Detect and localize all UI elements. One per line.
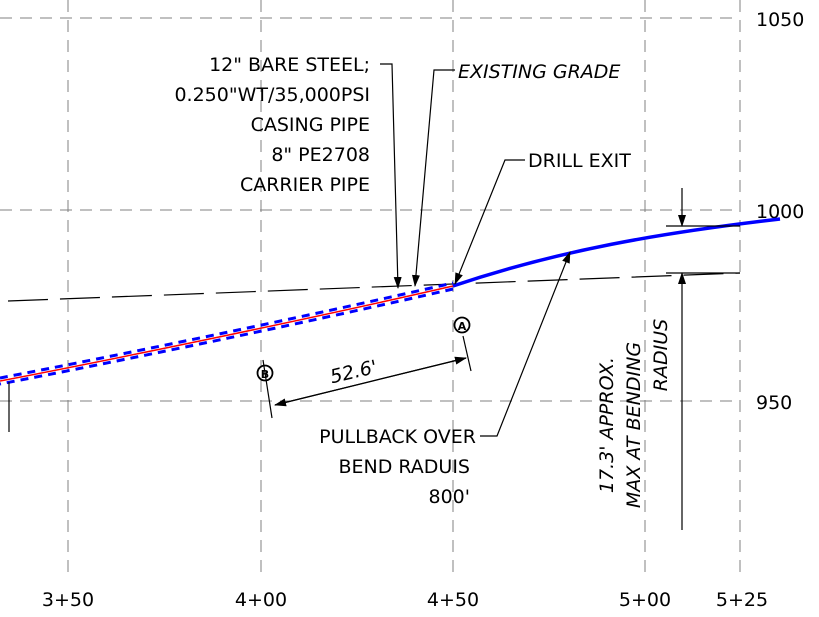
dimension-extension-a: [462, 335, 472, 372]
casing-pipe-upper: [0, 281, 454, 380]
pipe-spec-label: 12" BARE STEEL; 0.250"WT/35,000PSI CASIN…: [174, 54, 370, 196]
drill-exit-leader: [454, 159, 525, 285]
pipe-spec-line: 12" BARE STEEL;: [209, 54, 370, 76]
existing-grade-line: [7, 272, 741, 302]
pipe-spec-line: 0.250"WT/35,000PSI: [174, 84, 370, 106]
pullback-leader: [480, 251, 571, 437]
y-tick-label: 1050: [756, 9, 804, 31]
existing-grade-label: EXISTING GRADE: [458, 61, 620, 83]
x-tick-label: 3+50: [42, 589, 94, 611]
existing-grade-leader: [411, 69, 455, 287]
casing-pipe-lower: [0, 287, 454, 386]
bending-note-line: 17.3' APPROX.: [596, 357, 618, 493]
axis-labels: 3+50 4+00 4+50 5+00 5+25 1050 1000 950: [42, 9, 804, 611]
pipe-centerline: [0, 285, 454, 382]
carrier-pipe: [452, 217, 781, 288]
pullback-line: PULLBACK OVER: [319, 426, 476, 448]
pipe-spec-line: CASING PIPE: [251, 114, 370, 136]
marker-a-letter: A: [458, 320, 467, 333]
pipe-spec-line: 8" PE2708: [271, 144, 370, 166]
pullback-line: 800': [429, 486, 471, 508]
x-tick-label: 4+00: [235, 589, 287, 611]
marker-a-circle: [453, 316, 471, 334]
dimension-extension-b: [262, 359, 273, 419]
y-tick-label: 1000: [756, 201, 804, 223]
pullback-line: BEND RADUIS: [338, 456, 470, 478]
dimension-line-back: [274, 357, 467, 407]
x-tick-label: 4+50: [427, 589, 479, 611]
x-tick-label: 5+00: [619, 589, 671, 611]
marker-a: A: [453, 316, 471, 334]
grid: [0, 0, 741, 580]
pipe-spec-leader: [380, 63, 402, 289]
pipe-spec-line: CARRIER PIPE: [240, 174, 370, 196]
bending-note-line: RADIUS: [650, 319, 672, 391]
y-tick-label: 950: [756, 392, 792, 414]
bending-note-line: MAX AT BENDING: [623, 342, 645, 508]
drill-exit-label: DRILL EXIT: [528, 150, 631, 172]
bending-note: 17.3' APPROX. MAX AT BENDING RADIUS: [596, 319, 672, 508]
dimension-label: 52.6': [328, 356, 379, 388]
x-tick-label: 5+25: [716, 589, 768, 611]
pullback-label: PULLBACK OVER BEND RADUIS 800': [319, 426, 476, 508]
